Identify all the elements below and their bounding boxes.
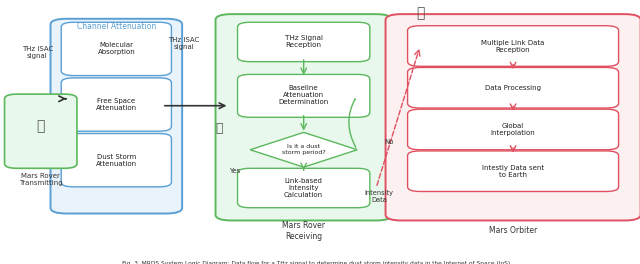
- Text: 🛰: 🛰: [416, 6, 424, 20]
- Text: 🚗: 🚗: [36, 120, 45, 134]
- Text: 📡: 📡: [215, 122, 223, 135]
- FancyBboxPatch shape: [408, 109, 619, 150]
- Text: Data Processing: Data Processing: [485, 85, 541, 91]
- Text: THz Signal
Reception: THz Signal Reception: [285, 35, 323, 49]
- FancyBboxPatch shape: [408, 151, 619, 191]
- Text: Mars Rover
Receiving: Mars Rover Receiving: [282, 221, 325, 241]
- FancyBboxPatch shape: [61, 22, 172, 76]
- Text: Is it a dust
storm period?: Is it a dust storm period?: [282, 144, 326, 155]
- Text: Intensity
Data: Intensity Data: [365, 190, 394, 203]
- Text: Mars Orbiter: Mars Orbiter: [489, 227, 537, 235]
- Polygon shape: [250, 132, 357, 167]
- Text: Baseline
Attenuation
Determination: Baseline Attenuation Determination: [278, 85, 329, 105]
- FancyBboxPatch shape: [61, 134, 172, 187]
- Text: Link-based
Intensity
Calculation: Link-based Intensity Calculation: [284, 178, 323, 198]
- FancyBboxPatch shape: [216, 14, 392, 220]
- FancyBboxPatch shape: [237, 22, 370, 62]
- Text: THz ISAC
signal: THz ISAC signal: [168, 37, 200, 50]
- Text: Mars Rover
Transmitting: Mars Rover Transmitting: [19, 173, 63, 186]
- FancyBboxPatch shape: [237, 168, 370, 208]
- Text: Global
Interpolation: Global Interpolation: [491, 123, 536, 136]
- FancyArrowPatch shape: [349, 99, 356, 147]
- Text: Free Space
Attenuation: Free Space Attenuation: [96, 98, 137, 111]
- Text: Fig. 3. MRDS System Logic Diagram: Data flow for a THz signal to determine dust : Fig. 3. MRDS System Logic Diagram: Data …: [122, 261, 511, 264]
- Text: Yes: Yes: [228, 168, 240, 174]
- FancyBboxPatch shape: [385, 14, 640, 220]
- FancyBboxPatch shape: [51, 19, 182, 214]
- Text: Multiple Link Data
Reception: Multiple Link Data Reception: [481, 40, 545, 53]
- Text: Intestly Data sent
to Earth: Intestly Data sent to Earth: [482, 165, 544, 178]
- FancyBboxPatch shape: [408, 68, 619, 108]
- FancyBboxPatch shape: [237, 74, 370, 117]
- FancyBboxPatch shape: [4, 94, 77, 168]
- FancyBboxPatch shape: [408, 26, 619, 66]
- Text: Molecular
Absorption: Molecular Absorption: [97, 43, 135, 55]
- FancyBboxPatch shape: [61, 78, 172, 131]
- Text: Dust Storm
Attenuation: Dust Storm Attenuation: [96, 154, 137, 167]
- Text: THz ISAC
signal: THz ISAC signal: [22, 46, 53, 59]
- Text: Channel Attenuation: Channel Attenuation: [77, 22, 156, 31]
- Text: No: No: [384, 139, 394, 145]
